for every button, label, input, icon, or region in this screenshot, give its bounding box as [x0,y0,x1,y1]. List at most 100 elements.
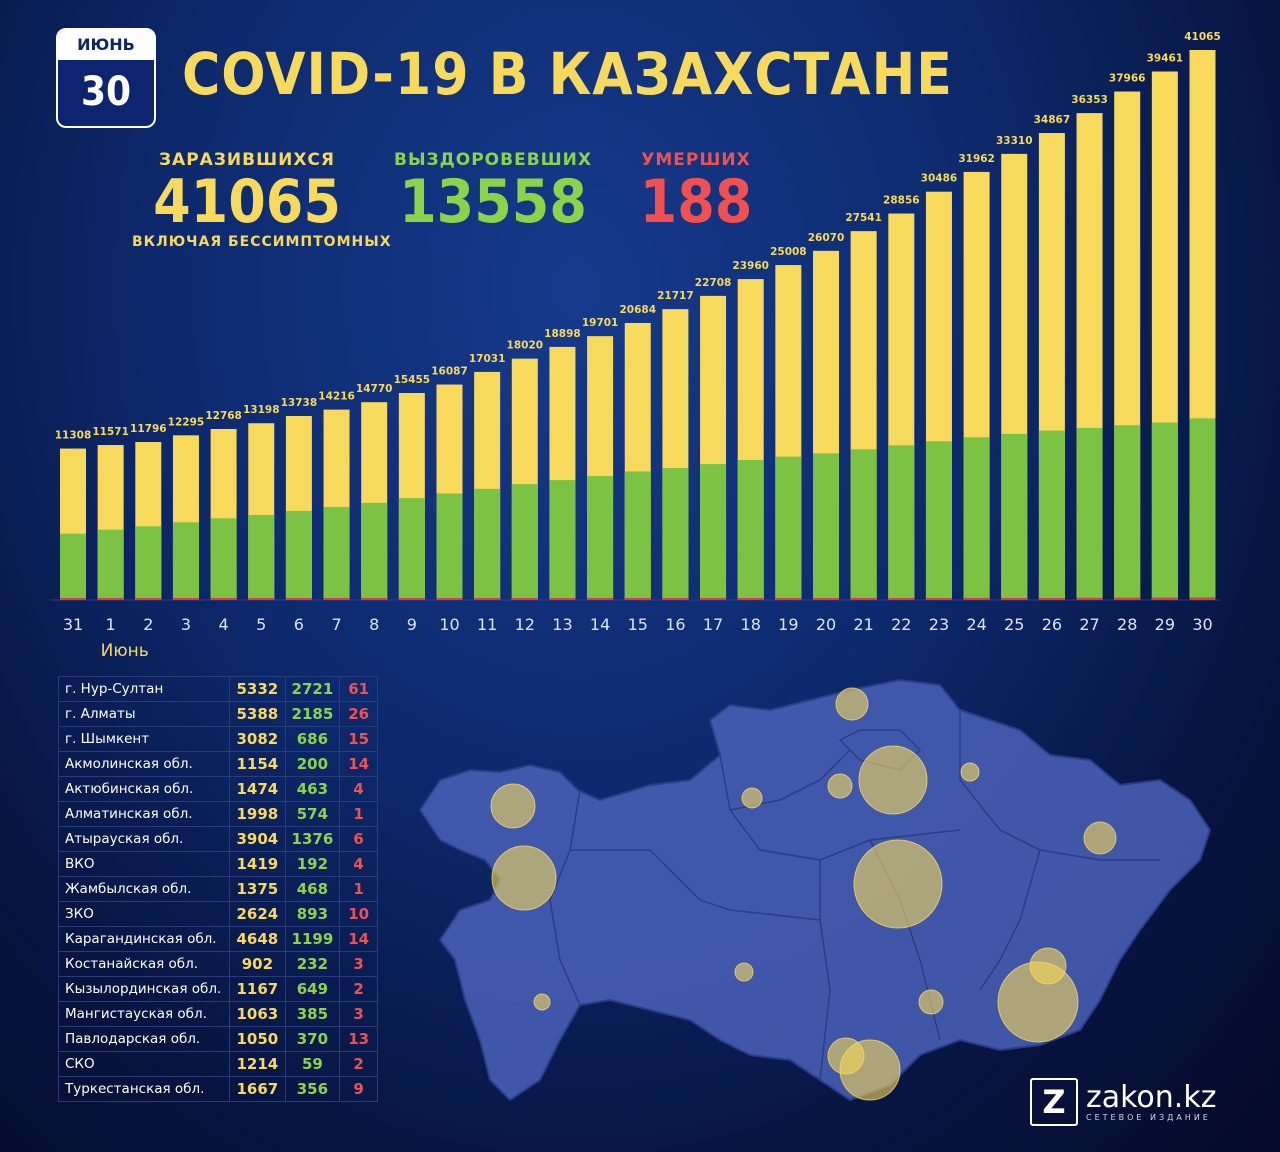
table-row: ВКО 1419 192 4 [57,851,378,877]
region-name-cell: Туркестанская обл. [57,1076,231,1102]
x-tick-label: 26 [1042,615,1062,634]
table-row: ЗКО 2624 893 10 [57,901,378,927]
region-name-cell: Костанайская обл. [57,951,231,977]
stat-recovered: ВЫЗДОРОВЕВШИХ 13558 [388,150,598,234]
x-tick-label: 10 [439,615,459,634]
region-deaths-cell: 61 [339,676,378,702]
map-bubble-nur-sultan [858,745,928,815]
bar-recovered [587,476,614,600]
bar-deaths [1076,597,1103,600]
bar-deaths [323,598,350,600]
bar-deaths [925,598,952,600]
bar-deaths [1189,597,1216,600]
bar-recovered [1189,418,1216,600]
x-tick-label: 11 [477,615,497,634]
stat-deaths: УМЕРШИХ 188 [626,150,766,234]
x-tick-label: 20 [816,615,836,634]
stat-infected-value: 41065 [153,167,341,237]
region-infected-cell: 3082 [229,726,286,752]
map-bubble-akmola [827,773,853,799]
region-deaths-cell: 4 [339,776,378,802]
region-name-cell: Атырауская обл. [57,826,231,852]
table-row: Карагандинская обл. 4648 1199 14 [57,926,378,952]
region-recovered-cell: 893 [284,901,341,927]
x-tick-label: 28 [1117,615,1137,634]
map-bubbles [490,687,1117,1101]
bar-recovered [775,456,802,600]
region-deaths-cell: 3 [339,951,378,977]
bar-deaths [436,598,463,600]
bar-recovered [1114,425,1141,600]
x-tick-label: 22 [891,615,911,634]
region-recovered-cell: 2721 [284,676,341,702]
region-deaths-cell: 10 [339,901,378,927]
bar-recovered [1001,433,1028,600]
region-name-cell: Алматинская обл. [57,801,231,827]
bar-recovered [1151,422,1178,600]
bar-deaths [1114,597,1141,600]
x-tick-label: 8 [369,615,379,634]
region-deaths-cell: 1 [339,801,378,827]
bar-recovered [1076,427,1103,600]
bar-recovered [436,493,463,600]
region-recovered-cell: 192 [284,851,341,877]
x-tick-label: 23 [929,615,949,634]
bar-deaths [888,598,915,600]
bar-recovered [850,449,877,600]
region-recovered-cell: 370 [284,1026,341,1052]
region-name-cell: ВКО [57,851,231,877]
bar-value-label: 16087 [431,366,468,378]
page-title: COVID-19 В КАЗАХСТАНЕ [182,40,953,108]
bar-deaths [624,598,651,600]
bar-recovered [135,526,162,600]
logo-tagline: СЕТЕВОЕ ИЗДАНИЕ [1086,1112,1211,1122]
bar-value-label: 31962 [958,153,995,165]
region-name-cell: ЗКО [57,901,231,927]
x-tick-label: 18 [741,615,761,634]
region-infected-cell: 4648 [229,926,286,952]
region-name-cell: г. Шымкент [57,726,231,752]
region-recovered-cell: 649 [284,976,341,1002]
region-infected-cell: 2624 [229,901,286,927]
region-name-cell: СКО [57,1051,231,1077]
region-recovered-cell: 1376 [284,826,341,852]
bar-deaths [1001,598,1028,600]
bar-recovered [662,468,689,600]
bar-deaths [850,598,877,600]
x-tick-label: 6 [294,615,304,634]
bar-deaths [813,598,839,600]
table-row: Атырауская обл. 3904 1376 6 [57,826,378,852]
x-tick-label: 7 [331,615,341,634]
bar-deaths [285,598,312,600]
region-name-cell: Акмолинская обл. [57,751,231,777]
x-tick-label: 21 [853,615,873,634]
bar-value-label: 19701 [582,317,619,329]
x-tick-label: 1 [106,615,116,634]
bar-recovered [97,529,124,600]
region-infected-cell: 5332 [229,676,286,702]
bar-value-label: 11308 [55,430,92,442]
x-tick-label: 14 [590,615,610,634]
bar-value-label: 36353 [1071,94,1108,106]
bar-deaths [172,598,199,600]
cases-bar-chart: 1130831115711117962122953127684131985137… [50,31,1221,660]
region-recovered-cell: 1199 [284,926,341,952]
table-row: Костанайская обл. 902 232 3 [57,951,378,977]
bar-recovered [248,514,275,600]
region-deaths-cell: 14 [339,926,378,952]
bar-deaths [775,598,802,600]
x-tick-label: 9 [407,615,417,634]
regions-table: г. Нур-Султан 5332 2721 61 г. Алматы 5388 2185… [57,676,378,1102]
calendar-day: 30 [80,69,132,115]
bar-value-label: 14216 [318,391,355,403]
bar-recovered [285,510,312,600]
bar-value-label: 23960 [732,260,769,272]
calendar-month: ИЮНЬ [58,30,154,60]
x-tick-label: 19 [778,615,798,634]
x-tick-label: 3 [181,615,191,634]
bar-recovered [210,518,237,600]
x-month-label: Июнь [101,641,149,660]
bar-recovered [549,480,576,600]
region-infected-cell: 1050 [229,1026,286,1052]
region-deaths-cell: 15 [339,726,378,752]
